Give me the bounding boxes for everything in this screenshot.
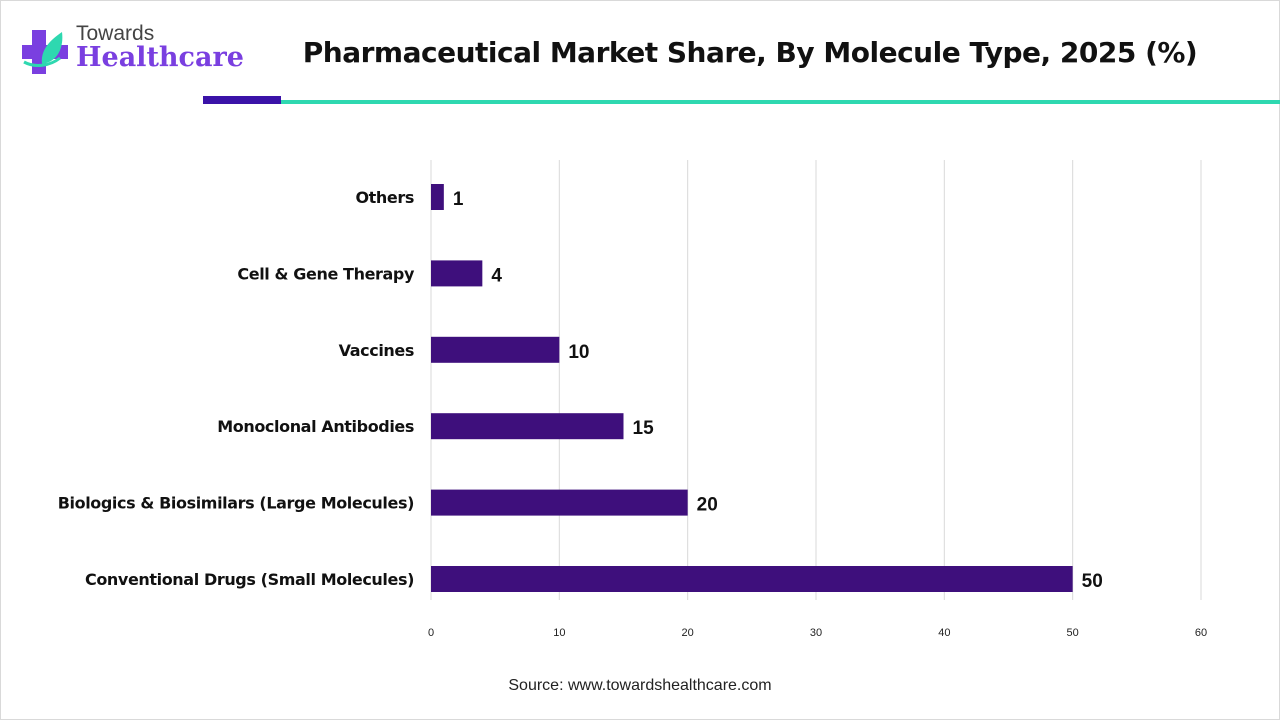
- category-label: Conventional Drugs (Small Molecules): [85, 570, 414, 589]
- source-note: Source: www.towardshealthcare.com: [508, 677, 772, 694]
- category-label: Others: [355, 188, 414, 207]
- towards-healthcare-logo: [22, 30, 68, 74]
- data-label: 50: [1082, 571, 1103, 592]
- category-label: Monoclonal Antibodies: [217, 417, 414, 436]
- category-label: Biologics & Biosimilars (Large Molecules…: [58, 494, 414, 513]
- data-label: 15: [633, 418, 655, 439]
- title-underline-teal: [281, 100, 1280, 104]
- bar: [431, 413, 624, 440]
- title-underline-purple: [203, 96, 281, 104]
- bar: [431, 260, 483, 287]
- bar: [431, 566, 1073, 592]
- data-label: 1: [453, 189, 464, 210]
- x-tick-label: 0: [428, 627, 434, 639]
- x-tick-label: 60: [1195, 627, 1207, 639]
- logo-text: Towards Healthcare: [76, 22, 244, 73]
- x-tick-label: 40: [938, 627, 950, 639]
- chart-title: Pharmaceutical Market Share, By Molecule…: [302, 36, 1198, 69]
- data-label: 10: [568, 342, 589, 363]
- x-tick-label: 30: [810, 627, 822, 639]
- category-label: Vaccines: [339, 341, 414, 360]
- x-tick-label: 20: [682, 627, 694, 639]
- data-label: 20: [697, 495, 718, 516]
- logo-line1: Towards: [76, 22, 155, 45]
- bar: [431, 336, 560, 363]
- x-tick-label: 10: [553, 627, 565, 639]
- logo-line2: Healthcare: [76, 42, 244, 73]
- bar: [431, 184, 444, 210]
- category-label: Cell & Gene Therapy: [237, 264, 415, 283]
- bar: [431, 489, 688, 516]
- data-label: 4: [491, 265, 502, 286]
- x-tick-label: 50: [1067, 627, 1079, 639]
